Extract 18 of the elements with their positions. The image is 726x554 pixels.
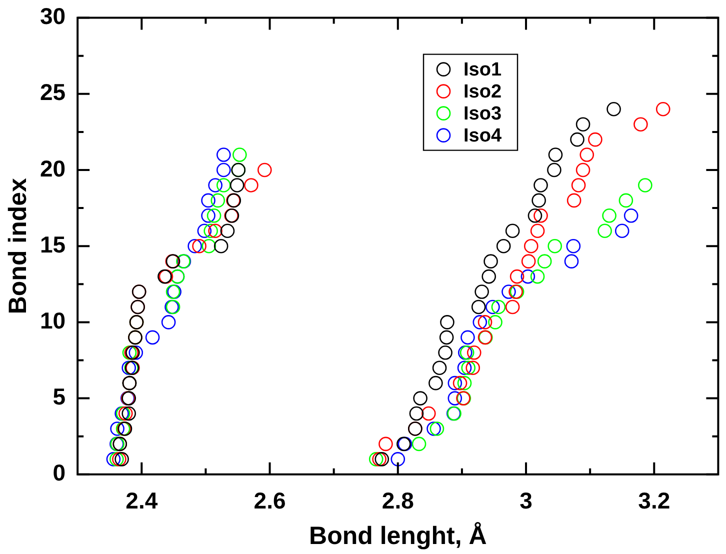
y-tick-label: 15 <box>40 231 66 258</box>
x-tick-label: 3.2 <box>638 488 670 514</box>
y-tick-label: 5 <box>52 384 66 410</box>
legend-label: Iso2 <box>464 82 502 103</box>
y-tick-label: 20 <box>40 155 66 182</box>
legend-label: Iso1 <box>464 60 502 81</box>
x-tick-label: 2.6 <box>254 488 286 514</box>
x-axis-title: Bond lenght, Å <box>309 520 487 550</box>
y-tick-label: 0 <box>52 460 66 486</box>
legend-label: Iso4 <box>464 126 502 147</box>
legend-label: Iso3 <box>464 104 502 125</box>
x-tick-label: 2.4 <box>126 488 158 514</box>
y-tick-label: 10 <box>40 308 66 334</box>
x-tick-label: 3 <box>520 488 532 514</box>
y-tick-label: 25 <box>40 79 66 106</box>
y-tick-label: 30 <box>40 3 66 30</box>
y-axis-title: Bond index <box>4 178 32 314</box>
x-tick-label: 2.8 <box>382 488 414 514</box>
